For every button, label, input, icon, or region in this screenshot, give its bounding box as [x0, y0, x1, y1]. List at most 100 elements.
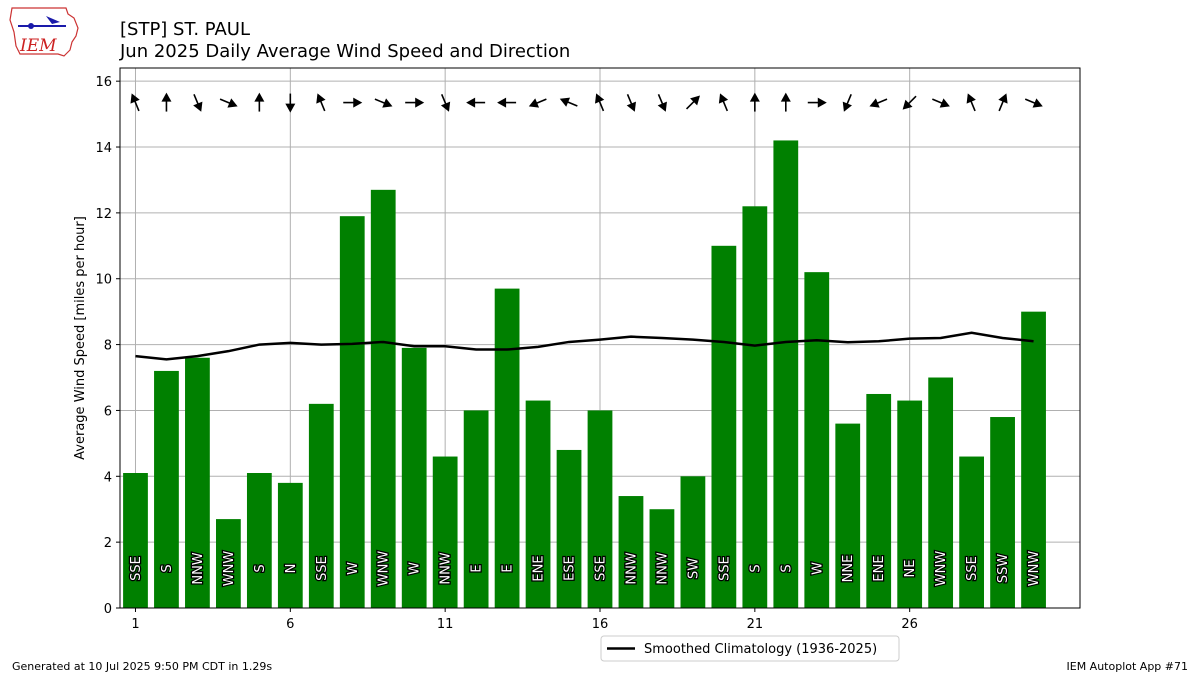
wind-arrow	[657, 93, 667, 112]
wind-arrow	[374, 98, 393, 108]
wind-arrow	[285, 93, 296, 113]
wind-arrow	[405, 97, 425, 108]
direction-label: NNW	[655, 552, 670, 584]
wind-arrow-head	[749, 92, 760, 102]
bar	[835, 423, 861, 608]
bar	[339, 216, 365, 609]
wind-arrow-head	[193, 101, 203, 112]
bar	[1021, 311, 1046, 608]
direction-label: NE	[903, 560, 918, 578]
wind-arrow-shaft	[219, 98, 232, 105]
wind-arrow-head	[497, 97, 507, 108]
bar	[463, 410, 489, 608]
wind-arrow-head	[285, 103, 296, 113]
bar	[277, 482, 303, 608]
direction-label: SSW	[996, 554, 1011, 584]
x-tick-label: 21	[747, 617, 764, 632]
direction-label: SSE	[315, 556, 330, 581]
wind-arrow-head	[939, 98, 950, 108]
wind-arrow	[807, 97, 827, 108]
bar	[742, 206, 768, 609]
direction-label: WNW	[377, 551, 392, 587]
footer-app: IEM Autoplot App #71	[1067, 660, 1189, 673]
direction-label: NNW	[624, 552, 639, 584]
bar	[618, 496, 644, 608]
wind-arrow-head	[161, 92, 172, 102]
bar	[866, 393, 892, 608]
wind-arrow	[161, 92, 172, 112]
x-tick-label: 11	[437, 617, 454, 632]
climatology-line-group	[135, 331, 1034, 361]
direction-label: SSE	[594, 556, 609, 581]
wind-arrow-head	[842, 101, 852, 112]
wind-arrow	[219, 98, 238, 108]
wind-arrow	[626, 93, 636, 112]
direction-label: WNW	[1027, 551, 1042, 587]
bars	[123, 140, 1046, 609]
wind-arrow	[718, 93, 729, 112]
y-axis-label: Average Wind Speed [miles per hour]	[73, 216, 88, 460]
wind-arrow-head	[626, 101, 636, 112]
direction-label: SW	[686, 558, 701, 579]
direction-label: SSE	[717, 556, 732, 581]
wind-arrow	[1024, 98, 1043, 108]
wind-arrow-head	[316, 93, 326, 104]
logo-text: IEM	[19, 36, 57, 56]
wind-arrow-head	[254, 92, 265, 102]
x-tick-label: 1	[131, 617, 139, 632]
direction-label: ENE	[872, 555, 887, 581]
wind-arrow-head	[382, 98, 393, 108]
bar	[216, 519, 241, 608]
direction-label: SSE	[129, 556, 144, 581]
direction-label: S	[748, 564, 763, 572]
bar	[897, 400, 923, 608]
wind-arrow-head	[1032, 98, 1043, 108]
direction-label: WNW	[222, 551, 237, 587]
wind-arrow	[966, 93, 976, 112]
bar	[804, 272, 830, 608]
y-tick-label: 4	[104, 470, 112, 485]
wind-arrow-head	[718, 93, 729, 104]
direction-label: E	[501, 564, 516, 572]
logo-arrow	[46, 16, 60, 24]
bar	[990, 417, 1015, 608]
y-tick-label: 8	[104, 339, 112, 354]
wind-arrow	[869, 98, 888, 108]
wind-arrow	[780, 92, 791, 112]
direction-label: N	[284, 564, 299, 574]
wind-arrow-head	[415, 97, 425, 108]
bar	[432, 456, 458, 608]
wind-arrow-head	[690, 95, 700, 106]
wind-arrow	[497, 97, 517, 108]
wind-arrow	[316, 93, 326, 112]
y-tick-label: 2	[104, 536, 112, 551]
legend: Smoothed Climatology (1936-2025)	[600, 635, 900, 662]
footer-generated: Generated at 10 Jul 2025 9:50 PM CDT in …	[12, 660, 272, 673]
direction-label: NNE	[841, 555, 856, 583]
y-tick-label: 10	[95, 273, 112, 288]
bar	[587, 410, 613, 608]
direction-label: NNW	[439, 552, 454, 584]
y-tick-label: 16	[95, 75, 112, 90]
direction-label: NNW	[191, 552, 206, 584]
wind-arrow-head	[227, 98, 238, 108]
bar	[401, 347, 427, 608]
wind-arrow	[749, 92, 760, 112]
bar	[959, 456, 984, 608]
bar	[928, 377, 954, 608]
wind-arrow-head	[594, 93, 605, 104]
logo-dot	[28, 23, 34, 29]
direction-label: S	[160, 564, 175, 572]
bar	[773, 140, 799, 608]
bar	[525, 400, 551, 608]
bar	[680, 476, 706, 608]
wind-arrow	[685, 95, 700, 110]
legend-box	[600, 635, 900, 662]
wind-arrow	[932, 98, 950, 108]
wind-arrow-head	[998, 93, 1008, 104]
direction-label: W	[408, 562, 423, 575]
wind-arrow-head	[559, 97, 571, 107]
wind-arrow-head	[130, 93, 140, 104]
wind-arrow-head	[657, 101, 667, 112]
